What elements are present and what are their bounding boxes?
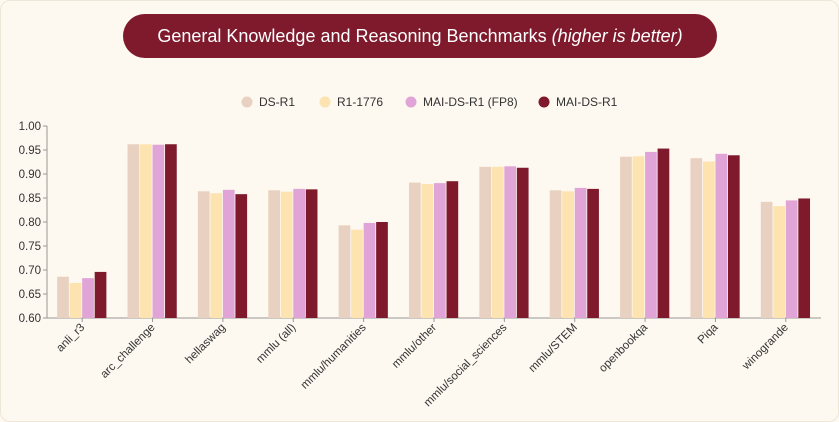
x-tick-label: mmlu/social_sciences	[422, 321, 510, 409]
bar-r1-1776-5	[421, 184, 434, 318]
bar-mai-ds-r1-fp8-1	[152, 144, 165, 318]
y-tick-label: 1.00	[19, 121, 41, 133]
bar-mai-ds-r1-3	[305, 189, 318, 318]
bar-r1-1776-0	[69, 282, 82, 318]
bar-mai-ds-r1-fp8-2	[222, 189, 235, 318]
y-tick-label: 0.70	[19, 265, 41, 277]
bar-r1-1776-6	[491, 166, 504, 318]
bar-ds-r1-7	[549, 190, 562, 318]
legend-label: MAI-DS-R1	[556, 95, 618, 109]
x-tick-label: Piqa	[696, 321, 721, 346]
bar-ds-r1-3	[268, 190, 280, 318]
bar-ds-r1-5	[409, 182, 421, 318]
x-tick-label: arc_challenge	[99, 322, 158, 381]
y-tick-label: 0.95	[19, 145, 41, 157]
y-tick-label: 0.60	[19, 313, 41, 325]
bar-mai-ds-r1-10	[798, 198, 811, 318]
legend-marker	[405, 96, 417, 108]
y-tick-label: 0.85	[19, 193, 41, 205]
bar-r1-1776-1	[140, 144, 152, 318]
legend-label: R1-1776	[337, 95, 383, 109]
bar-mai-ds-r1-0	[94, 271, 107, 318]
bar-ds-r1-6	[479, 166, 492, 318]
bar-ds-r1-10	[760, 201, 773, 318]
y-tick-label: 0.80	[19, 217, 41, 229]
bar-mai-ds-r1-fp8-4	[363, 222, 376, 318]
x-tick-label: mmlu/STEM	[527, 322, 580, 375]
chart-subtitle: (higher is better)	[551, 25, 683, 46]
bar-ds-r1-2	[197, 191, 210, 318]
bar-mai-ds-r1-1	[165, 144, 177, 318]
bar-mai-ds-r1-6	[516, 167, 529, 318]
bar-r1-1776-7	[562, 191, 574, 318]
x-tick-label: anli_r3	[54, 322, 87, 355]
bar-mai-ds-r1-fp8-5	[434, 183, 446, 318]
bar-mai-ds-r1-4	[376, 222, 388, 318]
bar-r1-1776-10	[773, 206, 786, 318]
bar-ds-r1-0	[57, 276, 69, 318]
x-tick-label: mmlu/humanities	[299, 321, 369, 391]
x-tick-label: winogrande	[740, 322, 791, 373]
legend-label: MAI-DS-R1 (FP8)	[423, 95, 518, 109]
bar-r1-1776-8	[632, 156, 645, 318]
bar-mai-ds-r1-fp8-6	[504, 166, 517, 318]
bar-mai-ds-r1-fp8-3	[293, 188, 305, 318]
bar-r1-1776-2	[210, 193, 223, 318]
chart-title: General Knowledge and Reasoning Benchmar…	[157, 25, 547, 46]
bar-ds-r1-1	[127, 144, 140, 318]
x-tick-label: mmlu/other	[390, 322, 439, 371]
y-tick-label: 0.90	[19, 169, 41, 181]
chart-title-banner: General Knowledge and Reasoning Benchmar…	[123, 14, 717, 58]
x-tick-label: hellaswag	[183, 322, 228, 367]
bar-mai-ds-r1-fp8-0	[82, 278, 94, 318]
bar-mai-ds-r1-fp8-9	[715, 153, 728, 318]
legend-marker	[538, 96, 550, 108]
legend-label: DS-R1	[259, 95, 295, 109]
bar-r1-1776-3	[280, 191, 293, 318]
bar-mai-ds-r1-5	[446, 181, 459, 318]
legend-marker	[319, 96, 331, 108]
x-tick-label: openbookqa	[597, 321, 651, 375]
bar-mai-ds-r1-9	[727, 155, 740, 318]
bar-mai-ds-r1-2	[235, 194, 248, 318]
bar-mai-ds-r1-7	[587, 188, 599, 318]
bar-r1-1776-9	[702, 161, 715, 318]
x-tick-label: mmlu (all)	[254, 322, 298, 366]
bar-mai-ds-r1-8	[657, 148, 670, 318]
bar-mai-ds-r1-fp8-8	[645, 151, 657, 318]
bar-mai-ds-r1-fp8-10	[785, 200, 798, 318]
bar-ds-r1-8	[620, 156, 632, 318]
legend-marker	[241, 96, 253, 108]
bar-ds-r1-9	[690, 158, 703, 318]
y-tick-label: 0.65	[19, 289, 41, 301]
y-tick-label: 0.75	[19, 241, 41, 253]
bar-mai-ds-r1-fp8-7	[574, 187, 587, 318]
bar-r1-1776-4	[351, 229, 363, 318]
bar-ds-r1-4	[338, 225, 351, 318]
